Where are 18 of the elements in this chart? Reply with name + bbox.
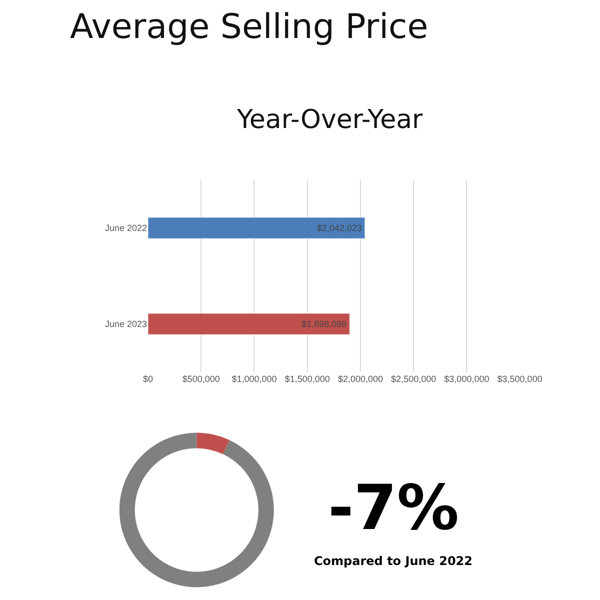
x-tick-label: $2,500,000 [391, 374, 436, 384]
data-label: $1,898,088 [302, 319, 347, 329]
donut-slice [196, 432, 230, 454]
x-tick-label: $1,000,000 [232, 374, 277, 384]
x-tick-label: $1,500,000 [284, 374, 330, 384]
x-tick-label: $0 [142, 374, 154, 384]
x-tick-label: $3,500,000 [497, 374, 542, 384]
data-label: $2,042,023 [316, 223, 362, 233]
text: -7% [328, 471, 459, 544]
y-tick-label: June 2023 [104, 319, 147, 330]
x-tick-label: $500,000 [182, 374, 220, 384]
text: Compared to June 2022 [314, 554, 472, 568]
y-tick-label: June 2022 [104, 223, 147, 234]
x-tick-label: $2,000,000 [338, 374, 383, 384]
donut-slice [119, 432, 274, 588]
chart-subtitle: Year-Over-Year [236, 105, 424, 135]
x-tick-label: $3,000,000 [444, 374, 490, 384]
chart-title: Average Selling Price [70, 7, 428, 47]
